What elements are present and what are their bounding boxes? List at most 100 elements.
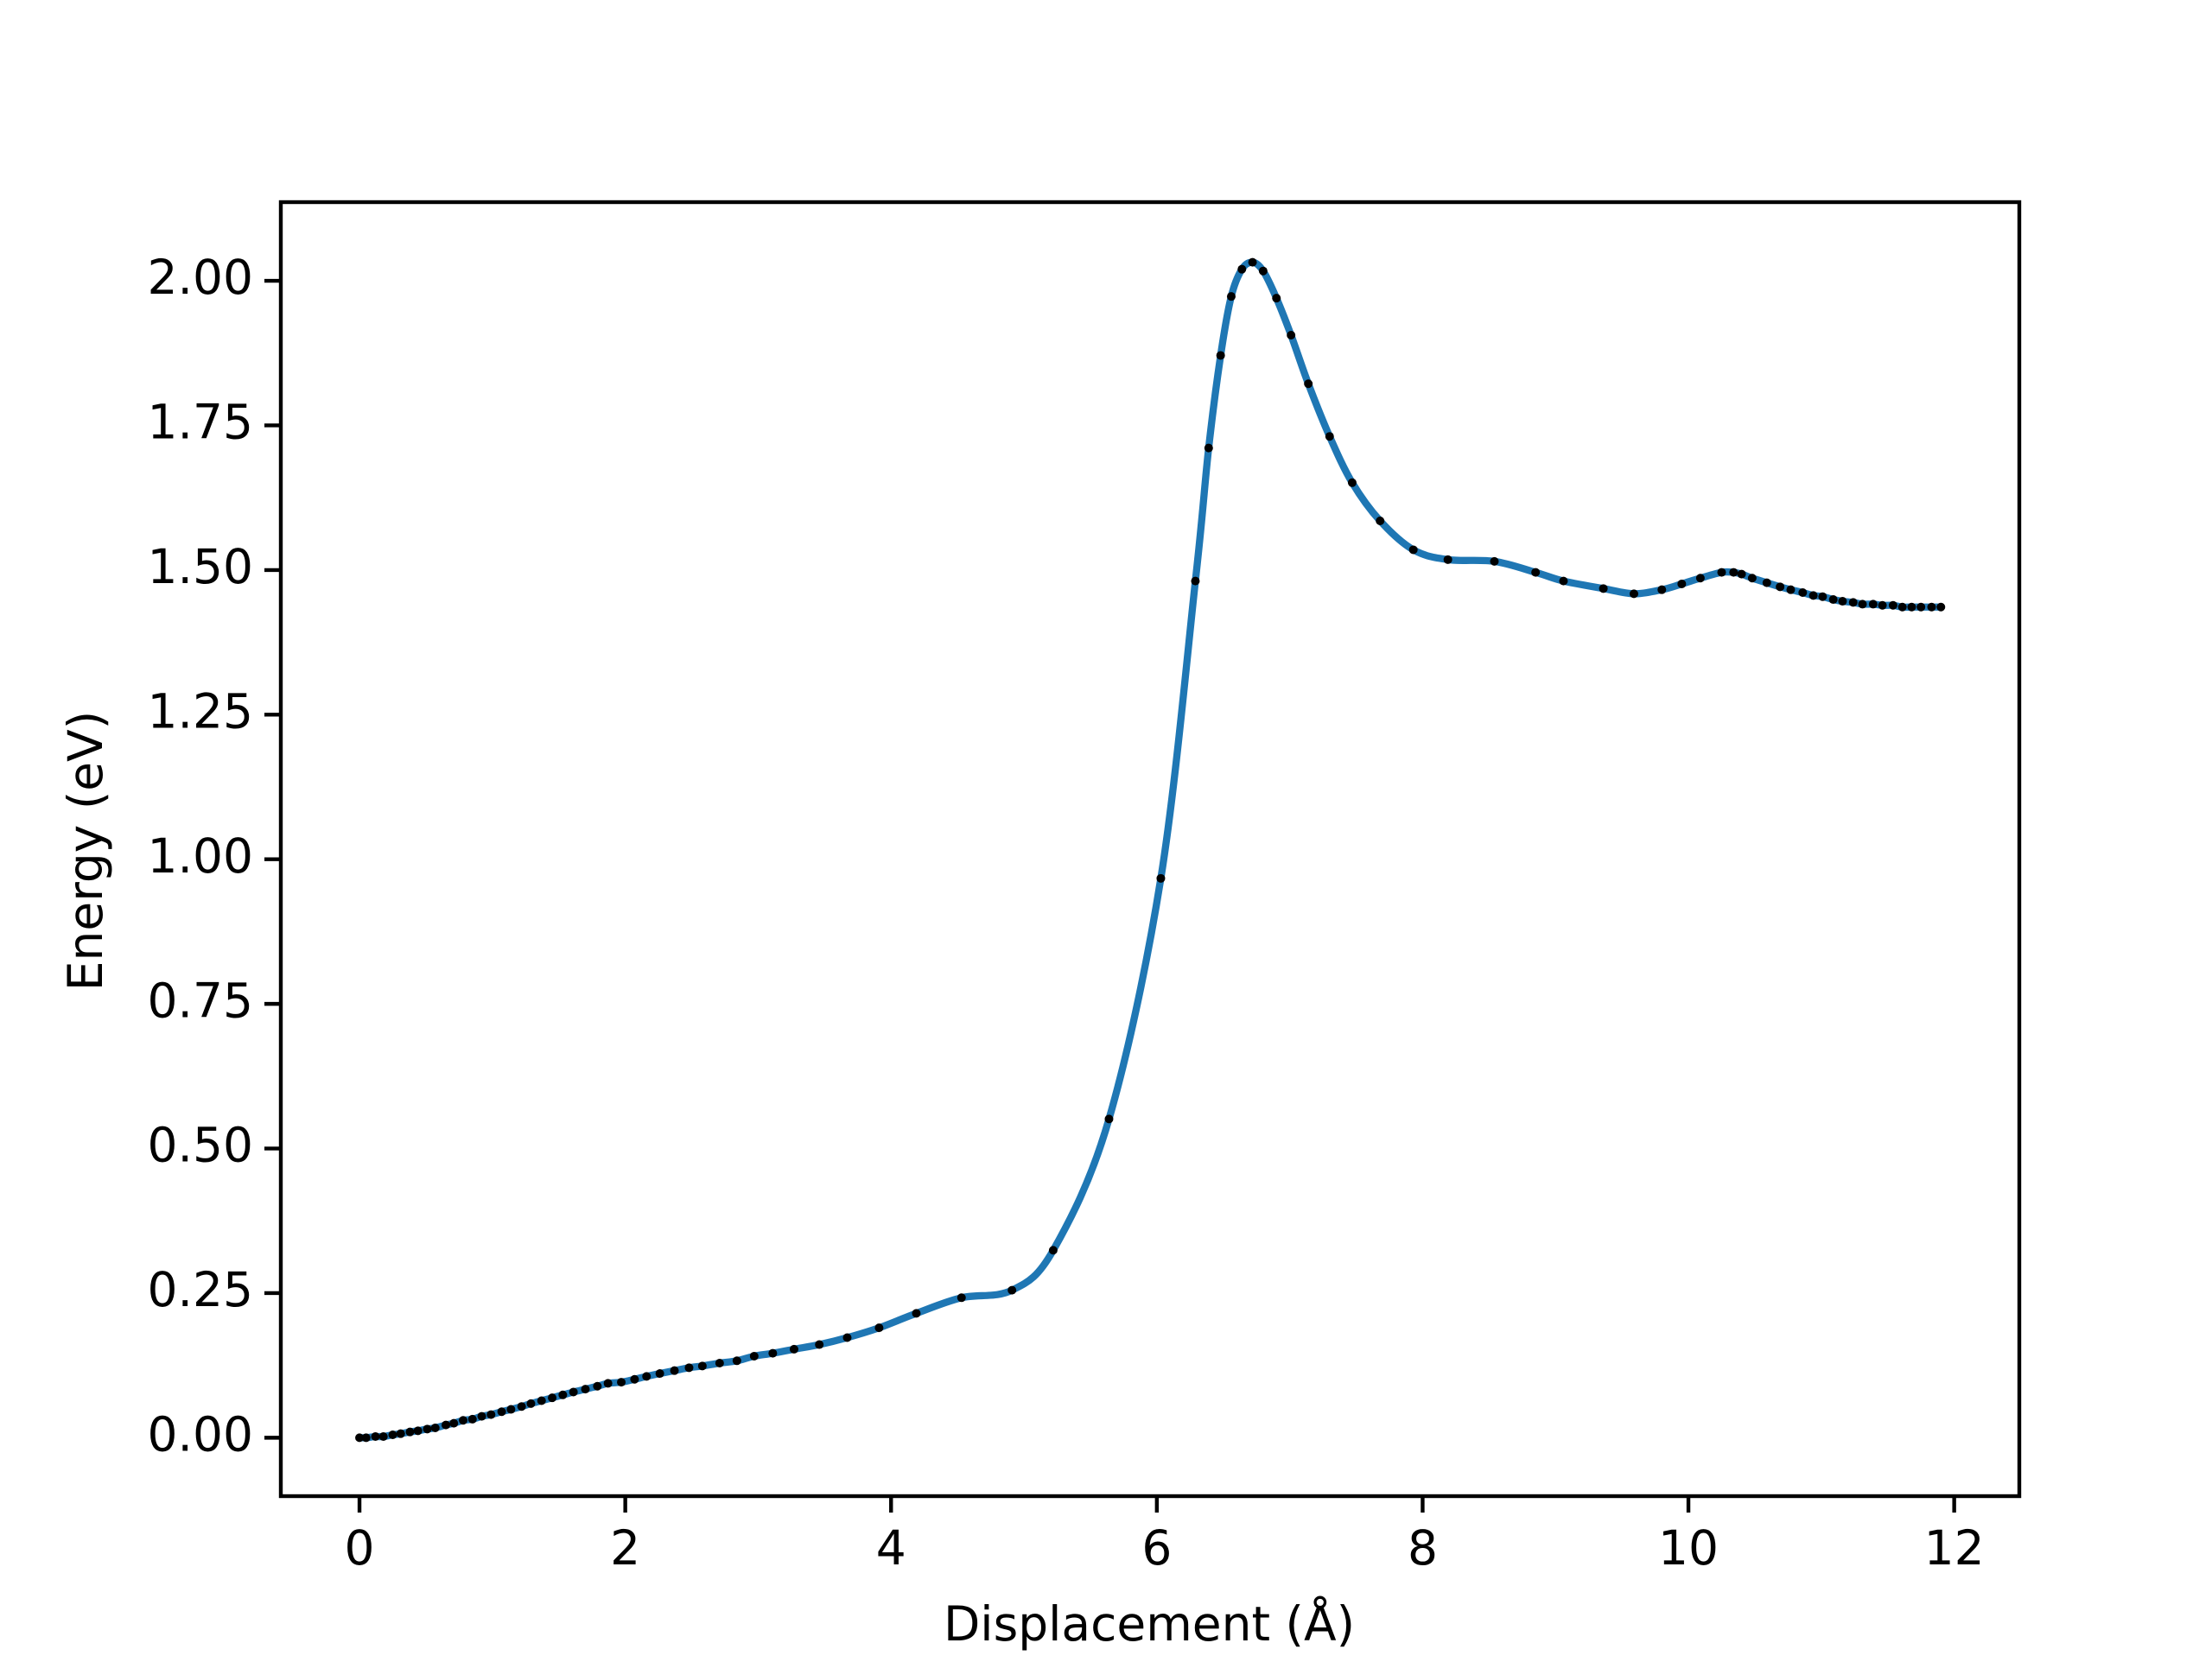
data-point — [1888, 600, 1897, 610]
data-point — [1287, 331, 1296, 340]
data-point — [1729, 568, 1738, 577]
data-point — [1776, 582, 1785, 592]
data-point — [1248, 257, 1257, 267]
data-point — [1818, 592, 1827, 601]
data-point — [1717, 568, 1726, 577]
data-point — [423, 1424, 432, 1434]
data-point — [768, 1348, 778, 1358]
x-tick-label: 6 — [1141, 1520, 1172, 1576]
data-point — [789, 1344, 798, 1354]
y-tick-label: 2.00 — [148, 250, 253, 305]
y-tick-label: 1.00 — [148, 828, 253, 884]
data-point — [842, 1333, 852, 1342]
data-point — [1204, 443, 1213, 453]
data-point — [1599, 584, 1608, 593]
data-point — [1559, 576, 1568, 586]
data-point — [617, 1378, 626, 1387]
data-point — [1304, 379, 1313, 389]
data-point — [684, 1363, 694, 1373]
data-point — [1531, 568, 1541, 577]
data-point — [1258, 266, 1268, 276]
y-tick-label: 0.00 — [148, 1407, 253, 1462]
data-point — [449, 1418, 459, 1428]
data-point — [697, 1361, 707, 1371]
data-point — [1747, 574, 1757, 583]
curve — [359, 258, 1942, 1442]
data-point — [548, 1393, 557, 1403]
axes-frame — [278, 200, 2022, 1499]
data-point — [388, 1430, 397, 1440]
data-point — [642, 1372, 652, 1381]
data-point — [396, 1429, 405, 1438]
data-point — [371, 1432, 380, 1442]
x-tick-label: 2 — [610, 1520, 640, 1576]
data-point — [361, 1433, 371, 1443]
x-axis-label: Displacement (Å) — [944, 1595, 1355, 1652]
data-point — [526, 1399, 536, 1408]
data-point — [581, 1385, 590, 1394]
data-point — [1048, 1246, 1058, 1255]
data-point — [749, 1351, 759, 1361]
data-point — [1104, 1114, 1114, 1124]
data-point — [732, 1356, 741, 1366]
data-point — [1878, 600, 1887, 610]
data-point — [603, 1379, 613, 1388]
y-tick-label: 0.25 — [148, 1262, 253, 1317]
data-point — [1828, 595, 1838, 605]
data-point — [1786, 585, 1796, 594]
data-point — [1737, 569, 1746, 579]
data-point — [1677, 579, 1687, 588]
data-point — [355, 1433, 365, 1443]
data-point — [1762, 578, 1771, 587]
data-point — [912, 1309, 921, 1318]
data-point — [506, 1405, 516, 1414]
data-point — [442, 1420, 451, 1430]
data-point — [1897, 602, 1907, 612]
data-point — [1629, 589, 1638, 599]
data-point — [537, 1396, 546, 1405]
y-axis-label: Energy (eV) — [58, 711, 113, 991]
data-point — [1657, 585, 1667, 594]
data-point — [1226, 292, 1236, 301]
data-point — [1927, 602, 1936, 612]
data-point — [558, 1390, 568, 1399]
data-point — [405, 1427, 415, 1437]
data-point — [497, 1407, 506, 1417]
data-point — [655, 1369, 664, 1379]
data-point — [1868, 599, 1878, 609]
data-point — [1798, 588, 1808, 598]
data-point — [1237, 264, 1247, 274]
data-point — [715, 1358, 724, 1367]
data-point — [430, 1423, 440, 1432]
data-point — [1916, 602, 1926, 612]
data-point — [517, 1402, 526, 1411]
x-tick-label: 10 — [1658, 1520, 1719, 1576]
data-point — [630, 1374, 639, 1384]
x-tick-label: 0 — [345, 1520, 375, 1576]
data-point — [1490, 556, 1499, 566]
data-point — [1838, 597, 1847, 606]
data-point — [459, 1416, 468, 1425]
data-point — [957, 1293, 966, 1303]
y-tick-label: 0.75 — [148, 973, 253, 1028]
data-point — [1156, 873, 1166, 883]
data-point — [1408, 545, 1418, 555]
data-point — [670, 1366, 679, 1375]
y-tick-label: 1.25 — [148, 683, 253, 739]
data-point — [1907, 602, 1916, 612]
data-point — [378, 1432, 388, 1442]
data-point — [569, 1387, 578, 1397]
data-point — [593, 1381, 602, 1391]
data-point — [1858, 599, 1867, 609]
data-point — [1376, 516, 1385, 525]
y-tick-label: 0.50 — [148, 1118, 253, 1173]
data-point — [1216, 351, 1225, 360]
data-point — [1007, 1285, 1017, 1295]
data-point — [1325, 432, 1334, 441]
data-point — [467, 1414, 477, 1424]
data-point — [486, 1410, 496, 1419]
data-point — [1936, 602, 1946, 612]
data-point — [1347, 478, 1357, 487]
data-point — [874, 1323, 884, 1333]
